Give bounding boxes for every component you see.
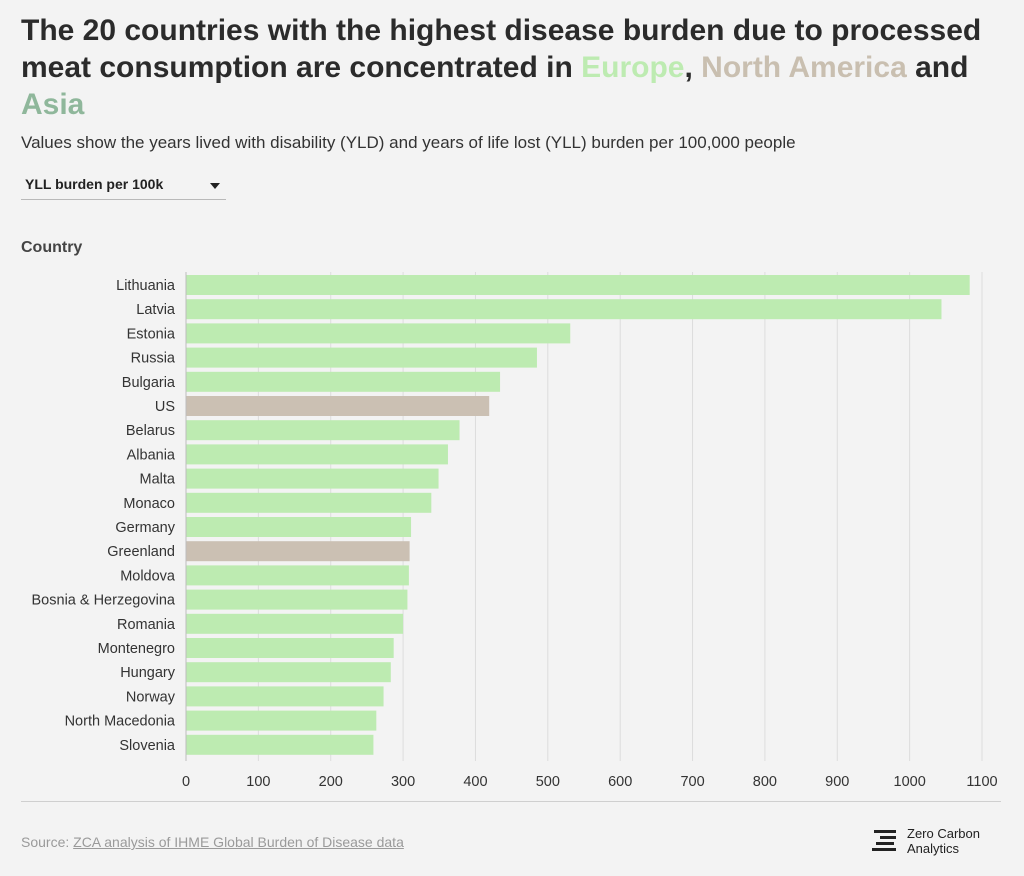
bar-moldova (186, 565, 409, 586)
y-tick-label: Latvia (136, 302, 176, 318)
y-tick-label: North Macedonia (65, 714, 176, 730)
y-tick-label: Estonia (127, 326, 176, 342)
zca-logo[interactable]: Zero Carbon Analytics (872, 826, 1002, 856)
bar-lithuania (186, 275, 970, 295)
bar-belarus (186, 420, 460, 441)
zca-logo-text: Zero Carbon Analytics (907, 826, 980, 856)
x-tick-label: 500 (536, 774, 560, 790)
y-tick-label: Montenegro (98, 641, 175, 657)
title-text: The 20 countries with the highest diseas… (21, 14, 982, 84)
title-region-europe: Europe (581, 51, 685, 84)
chart-title: The 20 countries with the highest diseas… (21, 12, 1011, 123)
logo-line-1: Zero Carbon (907, 826, 980, 841)
y-tick-label: Greenland (107, 544, 175, 560)
bar-monaco (186, 492, 432, 513)
x-tick-label: 300 (391, 774, 415, 790)
y-tick-label: Bosnia & Herzegovina (32, 593, 176, 609)
y-tick-label: Albania (127, 447, 176, 463)
footer-divider (21, 801, 1001, 802)
source-prefix: Source: (21, 834, 74, 850)
y-tick-label: Slovenia (119, 738, 176, 754)
metric-dropdown[interactable]: YLL burden per 100k (21, 172, 226, 200)
y-axis-title: Country (21, 239, 83, 256)
y-tick-label: Norway (126, 689, 176, 705)
bar-slovenia (186, 734, 374, 755)
logo-line-2: Analytics (907, 841, 960, 856)
source-note: Source: ZCA analysis of IHME Global Burd… (21, 834, 404, 850)
bar-germany (186, 517, 412, 537)
x-tick-label: 200 (319, 774, 343, 790)
bar-chart: Lithuania Latvia Estonia Russia Bulgaria US Be… (32, 272, 998, 790)
bar-bosnia-herzegovina (186, 589, 408, 610)
bar-hungary (186, 662, 391, 683)
chart-subtitle: Values show the years lived with disabil… (21, 133, 796, 152)
y-tick-label: Bulgaria (122, 375, 176, 391)
y-tick-label: Belarus (126, 423, 175, 439)
x-tick-label: 900 (825, 774, 849, 790)
x-tick-label: 0 (182, 774, 190, 790)
source-link[interactable]: ZCA analysis of IHME Global Burden of Di… (73, 834, 404, 850)
y-tick-label: Hungary (120, 665, 176, 681)
title-separator: and (906, 51, 969, 84)
y-tick-label: Lithuania (116, 278, 176, 294)
chevron-down-icon (210, 183, 220, 189)
y-tick-label: Romania (117, 617, 176, 633)
x-tick-label: 700 (680, 774, 704, 790)
y-tick-label: US (155, 399, 175, 415)
title-region-asia: Asia (21, 88, 85, 121)
metric-dropdown-value: YLL burden per 100k (25, 176, 164, 192)
zca-logo-icon (872, 830, 896, 851)
bar-albania (186, 444, 448, 465)
bar-north-macedonia (186, 710, 377, 731)
bar-bulgaria (186, 371, 501, 392)
bar-greenland (186, 541, 410, 562)
x-tick-label: 600 (608, 774, 632, 790)
x-tick-label: 1000 (894, 774, 926, 790)
y-tick-label: Russia (131, 351, 176, 367)
y-tick-label: Malta (140, 472, 176, 488)
bar-malta (186, 468, 439, 489)
bar-romania (186, 613, 404, 634)
x-tick-label: 100 (246, 774, 270, 790)
bar-estonia (186, 323, 571, 344)
title-region-north-america: North America (701, 51, 907, 84)
bar-montenegro (186, 638, 394, 658)
x-tick-label: 1100 (966, 774, 997, 790)
bar-russia (186, 347, 537, 368)
title-separator: , (684, 51, 702, 84)
bar-norway (186, 686, 384, 707)
y-tick-label: Moldova (120, 568, 176, 584)
x-tick-label: 400 (463, 774, 487, 790)
x-tick-label: 800 (753, 774, 777, 790)
bar-latvia (186, 299, 942, 320)
y-tick-label: Germany (115, 520, 175, 536)
bar-us (186, 396, 490, 416)
y-tick-label: Monaco (123, 496, 175, 512)
